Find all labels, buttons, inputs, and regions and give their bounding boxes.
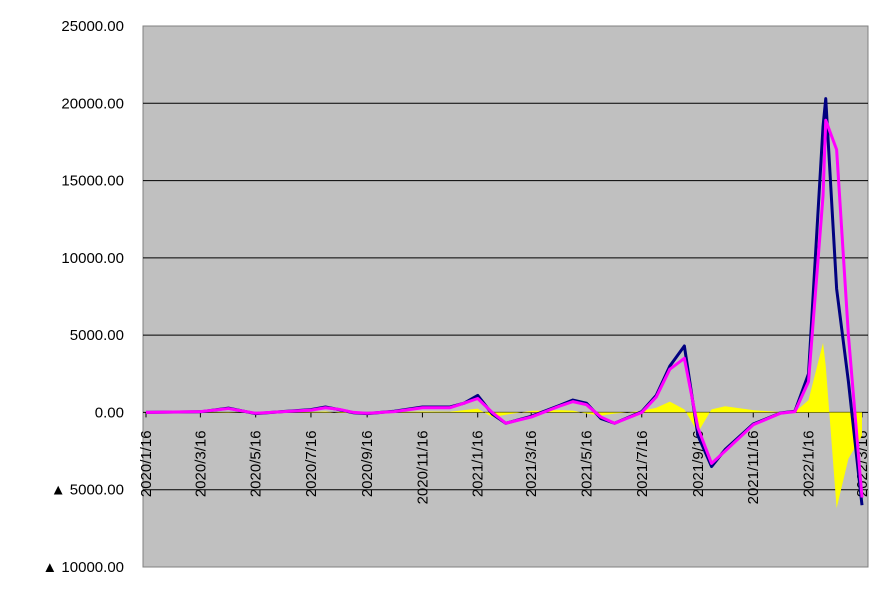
- y-tick-label: 20000.00: [61, 95, 124, 112]
- y-tick-label: 0.00: [95, 404, 124, 421]
- x-tick-label: 2020/5/16: [248, 430, 265, 497]
- x-tick-label: 2020/11/16: [414, 430, 431, 504]
- x-tick-label: 2021/3/16: [523, 430, 540, 497]
- y-tick-label: ▲ 10000.00: [42, 559, 124, 576]
- x-tick-label: 2021/1/16: [470, 430, 487, 497]
- x-tick-label: 2021/7/16: [634, 430, 651, 497]
- x-tick-label: 2020/3/16: [192, 430, 209, 497]
- x-tick-label: 2020/7/16: [303, 430, 320, 497]
- line: [145, 118, 864, 498]
- y-tick-label: 5000.00: [70, 327, 124, 344]
- x-tick-label: 2021/11/16: [745, 430, 762, 504]
- x-tick-label: 2020/9/16: [359, 430, 376, 497]
- x-tick-label: 2022/1/16: [801, 430, 818, 497]
- y-tick-label: 15000.00: [61, 173, 124, 190]
- y-tick-label: 25000.00: [61, 18, 124, 35]
- y-tick-label: ▲ 5000.00: [51, 482, 124, 499]
- x-tick-label: 2020/1/16: [138, 430, 155, 497]
- x-tick-label: 2021/5/16: [578, 430, 595, 497]
- plot-area: [142, 25, 869, 568]
- y-tick-label: 10000.00: [61, 250, 124, 267]
